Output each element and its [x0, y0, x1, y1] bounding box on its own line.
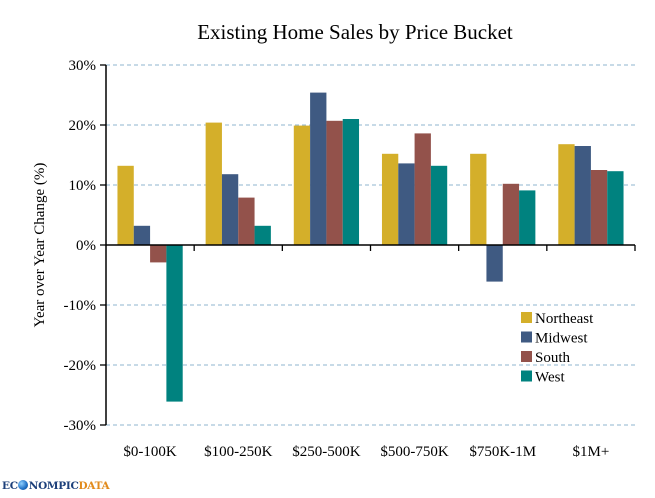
- legend-swatch-south: [521, 351, 532, 362]
- bar-midwest: [221, 174, 239, 245]
- bar-west: [607, 171, 624, 245]
- logo-text-data: DATA: [78, 480, 110, 492]
- bar-northeast: [117, 165, 134, 245]
- legend-swatch-midwest: [521, 331, 532, 343]
- x-tick-label: $750K-1M: [469, 444, 536, 460]
- y-tick-label: 10%: [69, 178, 97, 194]
- bar-south: [238, 197, 255, 245]
- x-tick-label: $250-500K: [292, 444, 360, 460]
- x-tick-labels: $0-100K $100-250K $250-500K $500-750K $750K-…: [123, 444, 609, 460]
- bar-midwest: [310, 92, 327, 245]
- bars: [117, 92, 624, 402]
- bar-west: [342, 119, 360, 245]
- bar-west: [254, 225, 271, 245]
- bar-northeast: [381, 153, 399, 245]
- legend-swatch-west: [521, 370, 532, 382]
- x-tick-label: $100-250K: [204, 444, 272, 460]
- bar-south: [150, 245, 167, 263]
- bar-west: [430, 165, 448, 245]
- legend-label-west: West: [535, 370, 565, 386]
- logo-text-ec: EC: [2, 480, 18, 492]
- bar-midwest: [486, 245, 503, 282]
- legend-label-northeast: Northeast: [535, 311, 594, 327]
- economicdata-logo: EC NOMPICDATA: [2, 480, 110, 492]
- y-tick-label: 30%: [69, 58, 97, 74]
- y-tick-label: -10%: [64, 298, 97, 314]
- y-tick-labels: 30% 20% 10% 0% -10% -20% -30%: [64, 58, 97, 434]
- legend-label-midwest: Midwest: [535, 331, 588, 347]
- legend-label-south: South: [535, 350, 571, 366]
- bar-south: [590, 170, 608, 245]
- bar-northeast: [293, 125, 311, 245]
- bar-south: [326, 120, 343, 245]
- x-tick-label: $0-100K: [123, 444, 176, 460]
- x-tick-label: $1M+: [573, 444, 610, 460]
- bar-northeast: [470, 153, 487, 245]
- bar-south: [414, 133, 431, 245]
- bar-midwest: [574, 146, 591, 245]
- bar-west: [519, 190, 536, 245]
- y-tick-label: 0%: [76, 238, 96, 254]
- bar-south: [502, 183, 520, 245]
- y-axis-title: Year over Year Change (%): [32, 163, 48, 328]
- y-tick-label: -20%: [64, 358, 97, 374]
- axes: [100, 64, 636, 426]
- bar-west: [166, 245, 183, 402]
- x-tick-label: $500-750K: [380, 444, 448, 460]
- legend: Northeast Midwest South West: [521, 311, 594, 386]
- bar-midwest: [133, 225, 151, 245]
- y-tick-label: 20%: [69, 118, 97, 134]
- y-tick-label: -30%: [64, 418, 97, 434]
- bar-northeast: [558, 144, 575, 245]
- bar-midwest: [398, 163, 415, 245]
- chart-title: Existing Home Sales by Price Bucket: [197, 20, 513, 44]
- legend-swatch-northeast: [521, 312, 532, 323]
- logo-text-nompic: NOMPIC: [28, 480, 79, 492]
- globe-icon: [18, 480, 29, 490]
- bar-northeast: [205, 122, 222, 245]
